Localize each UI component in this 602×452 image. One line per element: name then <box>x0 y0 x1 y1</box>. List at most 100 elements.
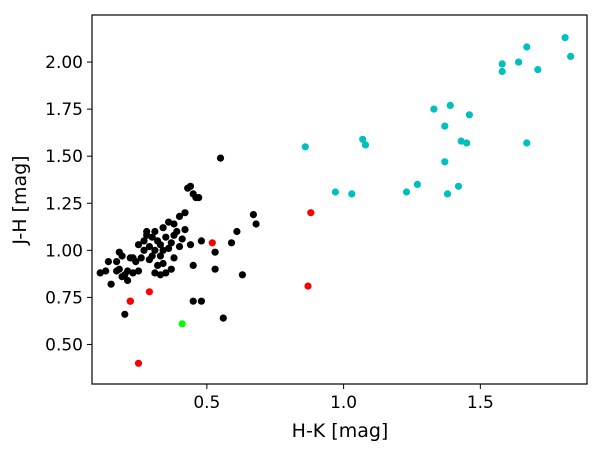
data-point <box>178 320 186 328</box>
data-point <box>361 141 370 149</box>
data-point <box>129 269 137 277</box>
data-point <box>534 66 542 74</box>
data-point <box>195 194 203 202</box>
data-point <box>170 220 178 228</box>
data-point <box>219 314 227 322</box>
data-point <box>523 43 531 51</box>
data-point <box>238 271 246 279</box>
data-point <box>137 254 145 262</box>
data-point <box>162 269 170 277</box>
data-point <box>211 265 219 273</box>
data-point <box>457 137 465 145</box>
data-point <box>145 243 153 251</box>
data-point <box>189 297 197 305</box>
data-point <box>189 261 197 269</box>
data-point <box>118 252 126 260</box>
data-point <box>126 297 134 305</box>
data-point <box>115 265 123 273</box>
data-point <box>140 246 148 254</box>
data-point <box>208 239 216 247</box>
y-tick-label: 0.50 <box>45 335 83 355</box>
data-point <box>359 135 367 143</box>
data-point <box>186 241 195 249</box>
data-point <box>197 297 205 305</box>
y-tick-label: 1.25 <box>45 194 83 214</box>
data-point <box>446 101 454 109</box>
data-point <box>170 254 178 262</box>
data-point <box>441 158 449 166</box>
data-point <box>143 227 151 236</box>
data-point <box>121 310 129 318</box>
data-point <box>165 244 173 252</box>
data-point <box>252 220 260 228</box>
data-point <box>145 288 153 296</box>
data-point <box>134 359 143 367</box>
data-point <box>104 258 112 266</box>
y-tick-label: 1.50 <box>45 147 83 167</box>
data-point <box>186 182 195 190</box>
data-point <box>151 227 159 236</box>
y-tick-label: 2.00 <box>45 53 83 73</box>
data-point <box>96 269 104 277</box>
data-point <box>216 154 225 162</box>
data-point <box>156 241 164 249</box>
y-axis-label: J-H [mag] <box>9 155 31 245</box>
y-tick-label: 0.75 <box>45 288 83 308</box>
data-point <box>173 227 181 236</box>
data-point <box>443 190 452 198</box>
data-point <box>567 52 575 61</box>
y-tick-label: 1.75 <box>45 100 83 120</box>
data-point <box>402 188 411 196</box>
data-point <box>156 271 164 279</box>
data-point <box>134 267 143 275</box>
data-point <box>156 252 164 260</box>
data-point <box>102 267 110 275</box>
data-point <box>249 211 257 219</box>
data-point <box>307 209 315 217</box>
data-point <box>301 143 309 151</box>
data-point <box>227 239 236 247</box>
data-point <box>124 276 132 285</box>
x-axis-ticks: 0.5 1.0 1.5 <box>193 384 494 413</box>
data-point <box>430 105 438 113</box>
data-point <box>167 239 175 247</box>
data-point <box>304 282 312 290</box>
x-tick-label: 0.5 <box>193 393 220 413</box>
data-point <box>162 233 170 241</box>
data-point <box>331 188 339 196</box>
data-point <box>211 248 219 256</box>
data-point <box>498 60 506 68</box>
data-point <box>159 259 167 268</box>
data-point <box>134 241 143 249</box>
data-point <box>165 218 173 226</box>
data-point <box>159 246 167 254</box>
data-point <box>197 237 205 245</box>
data-point <box>181 209 189 217</box>
x-tick-label: 1.5 <box>467 393 494 413</box>
data-point <box>107 280 115 288</box>
data-point <box>175 243 184 251</box>
data-point <box>132 258 140 266</box>
data-point <box>151 246 159 254</box>
data-point <box>178 235 186 243</box>
data-point <box>113 258 121 266</box>
data-point <box>175 212 184 220</box>
data-point <box>140 237 148 245</box>
data-point <box>498 67 506 76</box>
data-point <box>515 58 523 66</box>
data-point <box>159 224 167 232</box>
data-point <box>148 233 156 241</box>
data-point <box>454 182 463 190</box>
data-point <box>124 267 132 275</box>
data-point <box>348 190 356 198</box>
y-tick-label: 1.00 <box>45 241 83 261</box>
data-point <box>151 269 159 277</box>
data-point <box>154 261 162 269</box>
x-tick-label: 1.0 <box>330 393 357 413</box>
x-axis-label: H-K [mag] <box>292 420 389 442</box>
data-point <box>465 111 473 119</box>
y-axis-ticks: 0.50 0.75 1.00 1.25 1.50 1.75 2.00 <box>45 53 92 355</box>
plot-frame <box>91 14 588 385</box>
data-point <box>233 227 241 236</box>
data-point <box>463 139 471 147</box>
